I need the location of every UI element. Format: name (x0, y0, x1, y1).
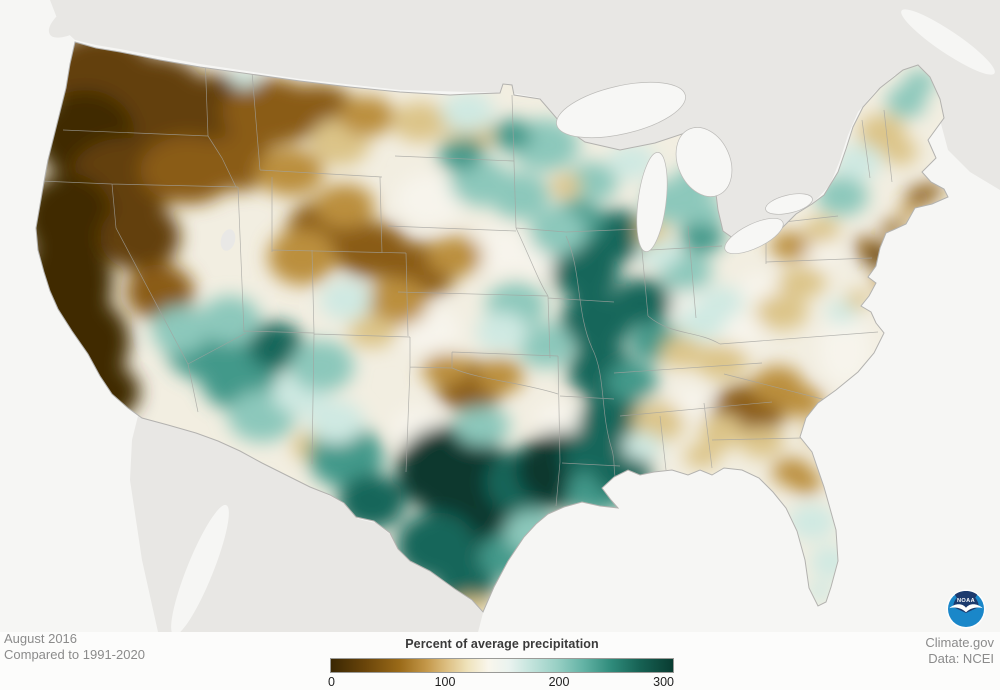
mexico-landmass (130, 416, 483, 632)
legend-gradient-bar (330, 658, 674, 673)
sea-of-cortez (171, 504, 229, 632)
great-salt-lake (220, 229, 236, 251)
lake-erie (724, 217, 784, 255)
baseline-line: Compared to 1991-2020 (4, 646, 145, 662)
credit-source: Climate.gov (925, 635, 994, 650)
lake-huron (675, 127, 733, 197)
legend-title: Percent of average precipitation (405, 637, 599, 651)
date-caption: August 2016 Compared to 1991-2020 (4, 631, 145, 662)
canada-landmass (50, 0, 1000, 246)
st-lawrence-gulf (901, 9, 995, 75)
noaa-logo-text: NOAA (957, 598, 975, 604)
legend-tick-0: 0 (328, 675, 335, 689)
vancouver-island (48, 0, 102, 38)
legend-tick-300: 300 (653, 675, 674, 689)
date-line: August 2016 (4, 631, 78, 646)
credit-caption: Climate.gov Data: NCEI (925, 635, 994, 666)
legend-tick-200: 200 (548, 675, 570, 689)
credit-data: Data: NCEI (928, 650, 994, 666)
lake-superior (556, 81, 686, 139)
state-borders (39, 54, 893, 507)
us-precipitation-map (35, 0, 1000, 632)
lake-ontario (765, 193, 813, 215)
lake-michigan (636, 151, 668, 253)
noaa-logo-icon: NOAA (946, 589, 986, 629)
legend-tick-100: 100 (434, 675, 456, 689)
noaa-gull-icon (949, 604, 983, 613)
